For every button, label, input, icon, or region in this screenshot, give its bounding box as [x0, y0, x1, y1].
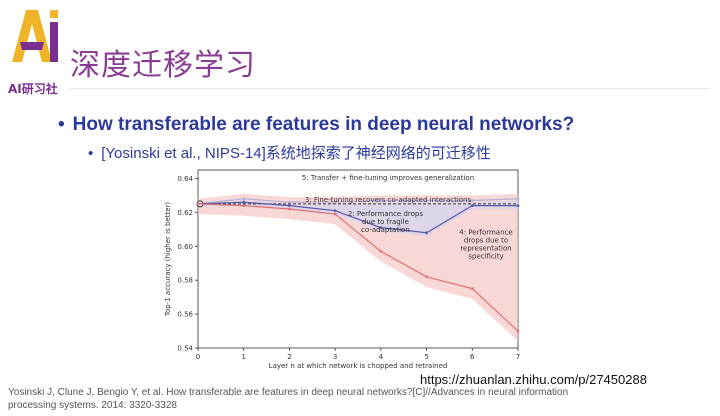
series-point	[379, 199, 383, 202]
x-tick-label: 3	[333, 353, 337, 361]
annotation-4: drops due to	[464, 236, 508, 244]
band-blue	[198, 200, 518, 237]
x-tick-label: 4	[379, 353, 384, 361]
series-point	[516, 204, 520, 207]
annotation-3: co-adaptation	[361, 226, 410, 234]
y-tick-label: 0.54	[177, 345, 193, 353]
series-point	[288, 207, 291, 211]
series-point	[470, 199, 474, 202]
band-red	[198, 193, 518, 342]
series-point	[516, 329, 520, 333]
logo-icon	[6, 2, 62, 72]
x-tick-label: 1	[241, 353, 245, 361]
series-line-2	[197, 203, 519, 332]
series-point	[333, 209, 337, 213]
y-tick-label: 0.60	[177, 243, 193, 251]
series-point	[425, 275, 428, 279]
annotation-4: specificity	[468, 252, 503, 260]
y-tick-label: 0.58	[177, 277, 193, 285]
x-tick-label: 5	[424, 353, 428, 361]
bullet-dot: •	[88, 145, 94, 162]
series-point	[425, 199, 428, 202]
annotation-3: due to fragile	[362, 218, 409, 226]
logo-text: AI研习社	[8, 82, 58, 96]
series-point	[470, 287, 474, 291]
slide-title: 深度迁移学习	[70, 48, 256, 83]
series-point	[470, 204, 474, 207]
series-point	[242, 200, 246, 204]
series-point	[333, 212, 337, 216]
series-point	[288, 200, 291, 204]
x-axis-label: Layer n at which network is chopped and …	[269, 362, 448, 370]
annotation-1: 5: Transfer + fine-tuning improves gener…	[302, 174, 474, 182]
series-point	[242, 197, 246, 201]
bullet-main: • How transferable are features in deep n…	[58, 114, 574, 136]
y-tick-label: 0.56	[177, 311, 193, 319]
series-point	[425, 231, 428, 235]
annotation-4: 4: Performance	[459, 228, 512, 236]
annotation-2: 3: Fine-tuning recovers co-adapted inter…	[305, 196, 472, 204]
series-line-1	[197, 201, 518, 234]
x-tick-label: 7	[516, 353, 520, 361]
x-tick-label: 0	[196, 353, 200, 361]
series-point	[288, 204, 291, 207]
bullet-sub: • [Yosinski et al., NIPS-14]系统地探索了神经网络的可迁…	[88, 142, 491, 163]
annotation-4: representation	[460, 244, 511, 252]
citation: Yosinski J, Clune J, Bengio Y, et al. Ho…	[8, 387, 569, 411]
chart-svg: 0 1 2 3 4 5 6 7 0.54 0.56 0.58 0.60 0.62 0.64 Layer n …	[164, 169, 520, 370]
x-tick-label: 6	[470, 353, 475, 361]
title-divider	[70, 88, 710, 89]
y-axis-label: Top-1 accuracy (higher is better)	[164, 202, 172, 317]
transferability-chart: 0 1 2 3 4 5 6 7 0.54 0.56 0.58 0.60 0.62 0.64 Layer n …	[160, 162, 532, 370]
x-tick-label: 2	[287, 353, 291, 361]
series-point	[516, 197, 520, 201]
y-tick-label: 0.62	[177, 209, 193, 217]
series-line-0	[197, 198, 519, 205]
series-point	[379, 226, 383, 230]
annotation-3: 2: Performance drops	[348, 210, 424, 218]
series-point	[333, 200, 337, 204]
series-point	[379, 249, 383, 253]
series-point	[242, 204, 246, 207]
bullet-sub-text: [Yosinski et al., NIPS-14]系统地探索了神经网络的可迁移…	[101, 145, 491, 162]
bullet-main-text: How transferable are features in deep ne…	[72, 114, 575, 135]
bullet-dot: •	[58, 114, 65, 135]
series-point	[196, 202, 200, 206]
source-url[interactable]: https://zhuanlan.zhihu.com/p/27450288	[420, 372, 647, 387]
y-tick-label: 0.64	[177, 175, 193, 183]
